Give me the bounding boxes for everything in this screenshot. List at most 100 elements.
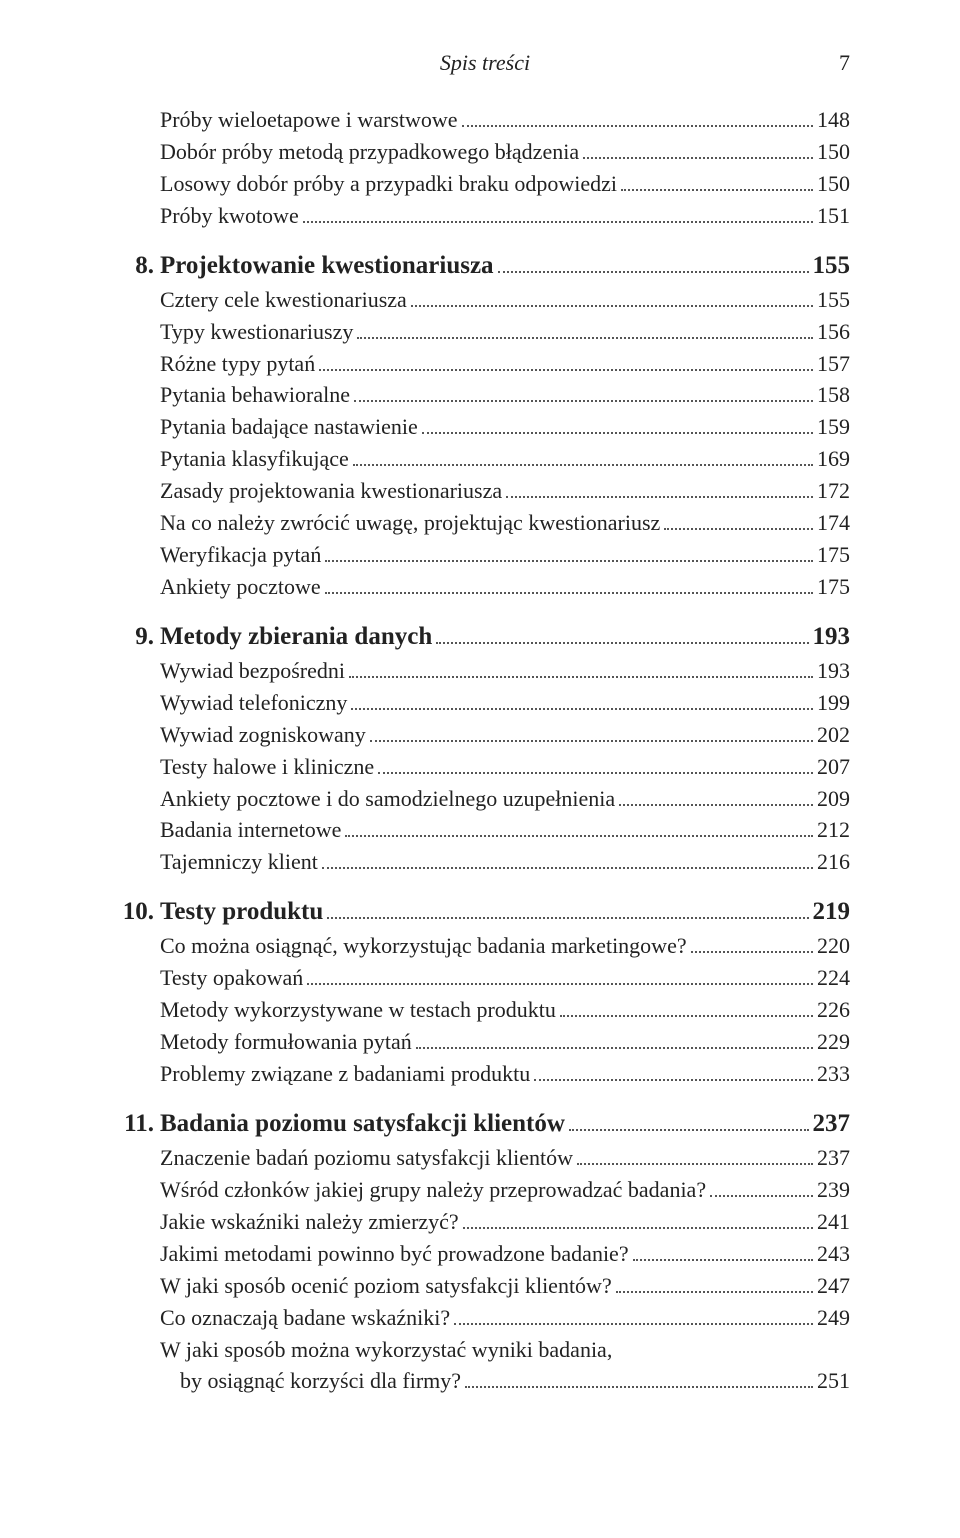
toc-entry: Weryfikacja pytań 175 (160, 539, 850, 571)
toc-subsection: Wywiad bezpośredni193Wywiad telefoniczny… (120, 655, 850, 878)
entry-page: 155 (813, 248, 851, 284)
entry-page: 237 (813, 1106, 851, 1142)
dot-leaders (378, 753, 813, 774)
toc-entry: W jaki sposób można wykorzystać wyniki b… (160, 1334, 850, 1366)
dot-leaders (307, 965, 813, 986)
dot-leaders (436, 620, 808, 643)
entry-text: Typy kwestionariuszy (160, 316, 353, 348)
toc-entry: Pytania behawioralne158 (160, 379, 850, 411)
entry-text: Próby wieloetapowe i warstwowe (160, 104, 458, 136)
dot-leaders (345, 817, 813, 838)
entry-text: Zasady projektowania kwestionariusza (160, 475, 502, 507)
entry-text: Co można osiągnąć, wykorzystując badania… (160, 930, 687, 962)
entry-text: by osiągnąć korzyści dla firmy? (180, 1365, 461, 1397)
entry-text: Tajemniczy klient (160, 846, 318, 878)
entry-page: 229 (817, 1026, 850, 1058)
entry-page: 209 (817, 783, 850, 815)
entry-page: 156 (817, 316, 850, 348)
dot-leaders (322, 849, 813, 870)
dot-leaders (411, 286, 813, 307)
toc-subsection: Próby wieloetapowe i warstwowe 148 Dobór p… (120, 104, 850, 232)
section-number: 11. (120, 1106, 154, 1142)
page-number: 7 (810, 50, 850, 76)
dot-leaders (569, 1108, 809, 1131)
entry-text: Metody wykorzystywane w testach produktu (160, 994, 556, 1026)
toc-entry: Metody wykorzystywane w testach produktu… (160, 994, 850, 1026)
section-number: 8. (120, 248, 154, 284)
toc-entry: Próby wieloetapowe i warstwowe 148 (160, 104, 850, 136)
toc-entry: Typy kwestionariuszy 156 (160, 316, 850, 348)
dot-leaders (422, 414, 813, 435)
toc-entry: Ankiety pocztowe 175 (160, 571, 850, 603)
entry-page: 237 (817, 1142, 850, 1174)
toc-section: 8.Projektowanie kwestionariusza 155 (120, 248, 850, 284)
toc-entry: Znaczenie badań poziomu satysfakcji klie… (160, 1142, 850, 1174)
entry-text: Jakimi metodami powinno być prowadzone b… (160, 1238, 629, 1270)
toc-entry: Testy opakowań 224 (160, 962, 850, 994)
dot-leaders (319, 350, 813, 371)
toc-entry: Metody formułowania pytań 229 (160, 1026, 850, 1058)
toc-entry: Jakimi metodami powinno być prowadzone b… (160, 1238, 850, 1270)
toc-subsection: Znaczenie badań poziomu satysfakcji klie… (120, 1142, 850, 1397)
entry-text: Próby kwotowe (160, 200, 299, 232)
entry-page: 247 (817, 1270, 850, 1302)
page: Spis treści 7 Próby wieloetapowe i warst… (0, 0, 960, 1538)
section-title: Badania poziomu satysfakcji klientów (160, 1106, 565, 1142)
toc-entry: Co oznaczają badane wskaźniki? 249 (160, 1302, 850, 1334)
entry-text: Wywiad bezpośredni (160, 655, 345, 687)
toc-section: 11.Badania poziomu satysfakcji klientów … (120, 1106, 850, 1142)
entry-page: 157 (817, 348, 850, 380)
toc-entry: Problemy związane z badaniami produktu23… (160, 1058, 850, 1090)
entry-page: 224 (817, 962, 850, 994)
toc-entry: Wywiad zogniskowany 202 (160, 719, 850, 751)
entry-page: 251 (817, 1365, 850, 1397)
entry-page: 150 (817, 168, 850, 200)
entry-page: 155 (817, 284, 850, 316)
toc-entry: Zasady projektowania kwestionariusza172 (160, 475, 850, 507)
section-title: Metody zbierania danych (160, 619, 432, 655)
dot-leaders (325, 573, 813, 594)
dot-leaders (577, 1144, 813, 1165)
dot-leaders (616, 1272, 813, 1293)
toc-entry: Tajemniczy klient 216 (160, 846, 850, 878)
running-head: Spis treści 7 (120, 50, 850, 76)
dot-leaders (370, 721, 813, 742)
entry-text: Dobór próby metodą przypadkowego błądzen… (160, 136, 579, 168)
toc-entry: Ankiety pocztowe i do samodzielnego uzup… (160, 783, 850, 815)
entry-text: Wywiad telefoniczny (160, 687, 347, 719)
entry-page: 243 (817, 1238, 850, 1270)
toc-entry-continuation: by osiągnąć korzyści dla firmy? 251 (160, 1365, 850, 1397)
entry-text: Wśród członków jakiej grupy należy przep… (160, 1174, 706, 1206)
dot-leaders (454, 1304, 813, 1325)
entry-page: 199 (817, 687, 850, 719)
toc-entry: Jakie wskaźniki należy zmierzyć?241 (160, 1206, 850, 1238)
dot-leaders (354, 382, 813, 403)
entry-text: Weryfikacja pytań (160, 539, 321, 571)
toc-entry: Co można osiągnąć, wykorzystując badania… (160, 930, 850, 962)
entry-text: W jaki sposób ocenić poziom satysfakcji … (160, 1270, 612, 1302)
entry-page: 158 (817, 379, 850, 411)
section-title: Projektowanie kwestionariusza (160, 248, 494, 284)
entry-page: 174 (817, 507, 850, 539)
section-number: 10. (120, 894, 154, 930)
toc-entry: Wywiad bezpośredni193 (160, 655, 850, 687)
dot-leaders (327, 896, 808, 919)
toc-entry: Różne typy pytań 157 (160, 348, 850, 380)
entry-page: 175 (817, 539, 850, 571)
dot-leaders (349, 657, 813, 678)
entry-text: Ankiety pocztowe (160, 571, 321, 603)
entry-text: Różne typy pytań (160, 348, 315, 380)
entry-text: Ankiety pocztowe i do samodzielnego uzup… (160, 783, 615, 815)
section-title: Testy produktu (160, 894, 323, 930)
entry-text: Cztery cele kwestionariusza (160, 284, 407, 316)
entry-page: 219 (813, 894, 851, 930)
entry-text: Problemy związane z badaniami produktu (160, 1058, 530, 1090)
entry-text: Pytania badające nastawienie (160, 411, 418, 443)
entry-page: 148 (817, 104, 850, 136)
toc-entry: Badania internetowe212 (160, 814, 850, 846)
dot-leaders (560, 997, 813, 1018)
entry-page: 175 (817, 571, 850, 603)
entry-text: Pytania klasyfikujące (160, 443, 349, 475)
entry-page: 202 (817, 719, 850, 751)
entry-text: Co oznaczają badane wskaźniki? (160, 1302, 450, 1334)
